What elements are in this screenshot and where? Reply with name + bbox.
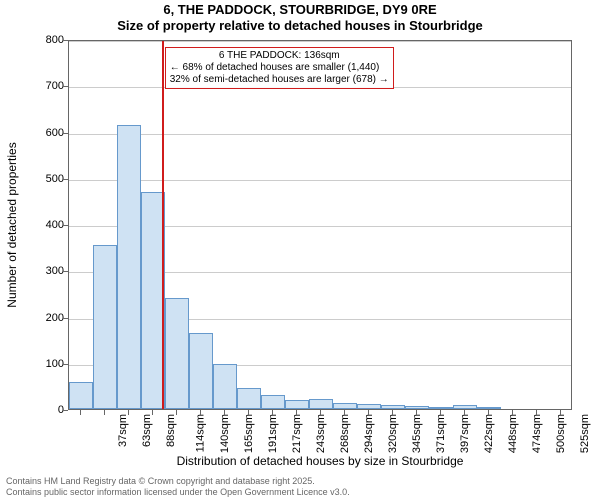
x-tick-label: 63sqm: [141, 414, 153, 447]
y-axis-label: Number of detached properties: [5, 142, 19, 307]
x-tick-label: 448sqm: [507, 414, 519, 453]
footer-line-2: Contains public sector information licen…: [6, 487, 350, 498]
chart-root: 6, THE PADDOCK, STOURBRIDGE, DY9 0RE Siz…: [0, 0, 600, 500]
footer-line-1: Contains HM Land Registry data © Crown c…: [6, 476, 350, 487]
histogram-bar: [189, 333, 213, 409]
x-tick-mark: [176, 410, 177, 415]
x-tick-label: 268sqm: [339, 414, 351, 453]
histogram-bar: [165, 298, 189, 409]
y-tick-mark: [63, 86, 68, 87]
x-tick-label: 243sqm: [315, 414, 327, 453]
x-tick-mark: [464, 410, 465, 415]
y-tick-mark: [63, 133, 68, 134]
y-tick-label: 200: [24, 312, 64, 324]
y-tick-mark: [63, 364, 68, 365]
y-tick-mark: [63, 40, 68, 41]
x-tick-mark: [440, 410, 441, 415]
histogram-bar: [309, 399, 333, 409]
histogram-bar: [237, 388, 261, 409]
x-tick-label: 37sqm: [117, 414, 129, 447]
x-tick-mark: [536, 410, 537, 415]
footer-attribution: Contains HM Land Registry data © Crown c…: [6, 476, 350, 498]
y-tick-mark: [63, 271, 68, 272]
x-tick-mark: [392, 410, 393, 415]
histogram-bar: [213, 364, 237, 409]
x-tick-mark: [128, 410, 129, 415]
gridline: [69, 41, 571, 42]
annotation-line: 32% of semi-detached houses are larger (…: [170, 74, 389, 86]
x-tick-mark: [296, 410, 297, 415]
y-tick-label: 700: [24, 80, 64, 92]
y-tick-label: 300: [24, 265, 64, 277]
x-tick-mark: [368, 410, 369, 415]
x-tick-label: 345sqm: [411, 414, 423, 453]
x-tick-label: 371sqm: [435, 414, 447, 453]
histogram-bar: [333, 403, 357, 409]
histogram-bar: [261, 395, 285, 409]
y-tick-mark: [63, 318, 68, 319]
x-tick-label: 500sqm: [555, 414, 567, 453]
y-tick-mark: [63, 410, 68, 411]
x-tick-label: 422sqm: [483, 414, 495, 453]
x-tick-mark: [560, 410, 561, 415]
x-axis-label: Distribution of detached houses by size …: [68, 454, 572, 468]
x-tick-mark: [488, 410, 489, 415]
y-tick-label: 0: [24, 404, 64, 416]
annotation-box: 6 THE PADDOCK: 136sqm← 68% of detached h…: [165, 47, 394, 89]
y-tick-mark: [63, 179, 68, 180]
histogram-bar: [477, 407, 501, 409]
x-tick-mark: [200, 410, 201, 415]
x-tick-mark: [272, 410, 273, 415]
y-tick-label: 400: [24, 219, 64, 231]
x-tick-label: 88sqm: [165, 414, 177, 447]
y-tick-label: 100: [24, 358, 64, 370]
x-tick-mark: [224, 410, 225, 415]
marker-line: [162, 41, 164, 409]
x-tick-label: 217sqm: [291, 414, 303, 453]
x-tick-label: 320sqm: [387, 414, 399, 453]
histogram-bar: [405, 406, 429, 409]
x-tick-label: 140sqm: [219, 414, 231, 453]
annotation-line: 6 THE PADDOCK: 136sqm: [170, 50, 389, 62]
x-tick-label: 525sqm: [579, 414, 591, 453]
x-tick-mark: [104, 410, 105, 415]
histogram-bar: [453, 405, 477, 409]
x-tick-mark: [248, 410, 249, 415]
x-tick-mark: [152, 410, 153, 415]
title-line-2: Size of property relative to detached ho…: [0, 18, 600, 34]
y-tick-mark: [63, 225, 68, 226]
title-line-1: 6, THE PADDOCK, STOURBRIDGE, DY9 0RE: [0, 2, 600, 18]
x-tick-mark: [80, 410, 81, 415]
annotation-line: ← 68% of detached houses are smaller (1,…: [170, 62, 389, 74]
histogram-bar: [381, 405, 405, 409]
histogram-bar: [429, 407, 453, 409]
x-tick-label: 191sqm: [267, 414, 279, 453]
histogram-bar: [357, 404, 381, 409]
x-tick-label: 114sqm: [194, 414, 206, 452]
x-tick-mark: [416, 410, 417, 415]
x-tick-mark: [320, 410, 321, 415]
y-tick-label: 600: [24, 127, 64, 139]
chart-title: 6, THE PADDOCK, STOURBRIDGE, DY9 0RE Siz…: [0, 2, 600, 33]
x-tick-label: 474sqm: [531, 414, 543, 453]
x-tick-mark: [512, 410, 513, 415]
histogram-bar: [285, 400, 309, 409]
x-tick-mark: [344, 410, 345, 415]
histogram-bar: [117, 125, 141, 409]
x-tick-label: 397sqm: [459, 414, 471, 453]
plot-area: 6 THE PADDOCK: 136sqm← 68% of detached h…: [68, 40, 572, 410]
gridline: [69, 180, 571, 181]
histogram-bar: [69, 382, 93, 409]
y-tick-label: 800: [24, 34, 64, 46]
x-tick-label: 294sqm: [363, 414, 375, 453]
gridline: [69, 134, 571, 135]
x-tick-label: 165sqm: [243, 414, 255, 453]
y-tick-label: 500: [24, 173, 64, 185]
histogram-bar: [93, 245, 117, 409]
